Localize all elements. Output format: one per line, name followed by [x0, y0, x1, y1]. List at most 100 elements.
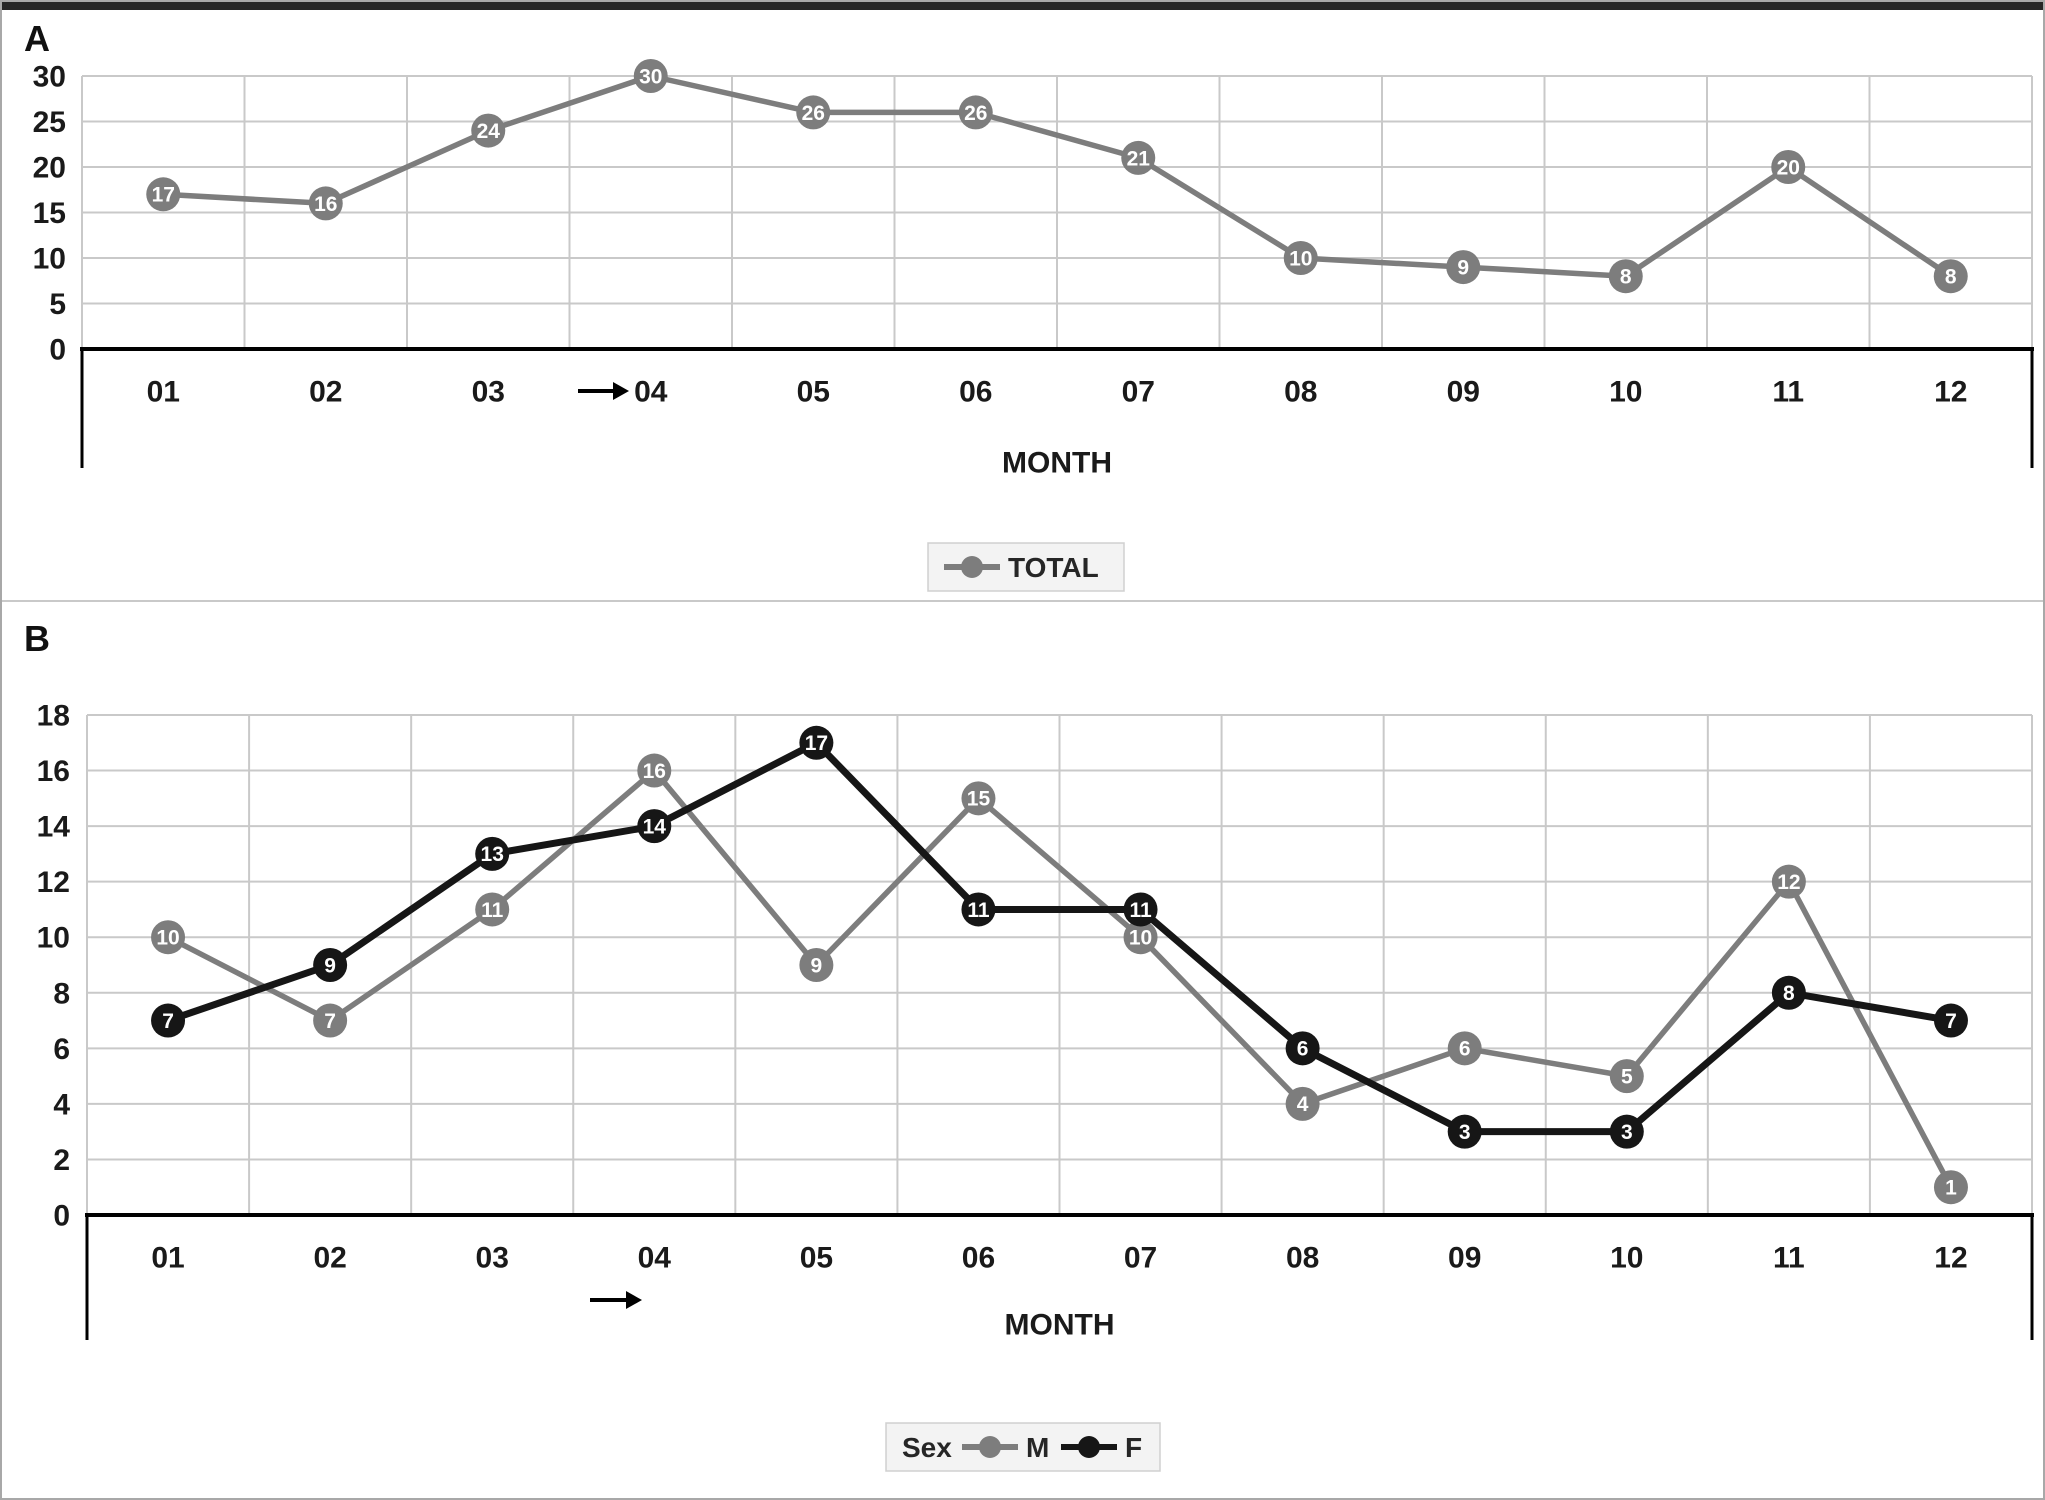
panel-a-total-chart: 0 5 10 15 20 25 30 01 02 03 04 05 06 07 08 09 10 11 12 MONT… [2, 10, 2043, 602]
data-point-label-F: 11 [1129, 899, 1152, 922]
x-axis-tick-label: 09 [1448, 1242, 1481, 1275]
arrow-annotation-head [626, 1291, 642, 1309]
data-point-label-M: 9 [811, 954, 823, 977]
data-point-marker-F [313, 948, 348, 982]
data-point-label-TOTAL: 8 [1620, 266, 1632, 289]
data-point-label-M: 10 [1129, 927, 1152, 950]
data-point-label-F: 6 [1297, 1038, 1309, 1061]
x-axis-tick-label: 08 [1286, 1242, 1319, 1275]
data-point-marker-TOTAL [1933, 259, 1968, 294]
series-line-F [164, 739, 1955, 1136]
y-axis-tick-label: 14 [37, 811, 71, 844]
data-point-label-M: 1 [1945, 1177, 1957, 1200]
data-point-marker-M [961, 781, 996, 816]
y-axis-tick-label: 8 [53, 977, 70, 1010]
x-axis-tick-label: 11 [1773, 1242, 1805, 1275]
data-point-marker-M [1123, 920, 1158, 955]
data-point-marker-F [1609, 1114, 1644, 1149]
y-axis-tick-label: 2 [53, 1144, 70, 1177]
data-point-marker-M [1285, 1086, 1320, 1121]
data-point-label-TOTAL: 16 [314, 193, 337, 216]
y-axis-tick-label: 18 [37, 700, 70, 733]
data-point-label-M: 12 [1777, 871, 1800, 894]
x-axis-tick-label: 04 [638, 1242, 672, 1275]
data-point-label-TOTAL: 21 [1127, 147, 1151, 170]
data-point-marker-F [799, 725, 834, 760]
data-point-marker-M [1447, 1031, 1482, 1066]
data-point-marker-F [1285, 1031, 1320, 1066]
data-point-marker-F [475, 836, 510, 871]
x-axis-tick-label: 03 [476, 1242, 509, 1275]
data-point-label-F: 14 [643, 815, 667, 838]
legend-item-label-M: M [1026, 1432, 1049, 1463]
data-point-label-TOTAL: 10 [1289, 247, 1312, 270]
data-point-label-TOTAL: 26 [802, 102, 825, 125]
x-axis-title: MONTH [1002, 447, 1112, 480]
data-point-label-F: 7 [162, 1010, 174, 1033]
data-point-label-M: 16 [643, 760, 666, 783]
data-point-label-TOTAL: 17 [152, 184, 175, 207]
panel-b-label: B [24, 618, 50, 659]
x-axis-tick-label: 12 [1934, 376, 1967, 409]
data-point-marker-F [637, 809, 672, 844]
data-point-marker-TOTAL [1121, 140, 1156, 175]
data-point-marker-F [1447, 1114, 1482, 1149]
x-axis-tick-label: 01 [151, 1242, 184, 1275]
legend-marker-circle-TOTAL [961, 556, 983, 578]
data-point-marker-M [1771, 864, 1806, 899]
x-axis-tick-label: 12 [1934, 1242, 1967, 1275]
legend-marker-circle-F [1078, 1436, 1100, 1458]
x-axis-tick-label: 04 [634, 376, 668, 409]
data-point-label-F: 3 [1459, 1121, 1471, 1144]
x-axis-tick-label: 06 [959, 376, 992, 409]
x-axis-tick-label: 09 [1447, 376, 1480, 409]
series-line-M [165, 767, 1954, 1190]
data-point-label-TOTAL: 8 [1945, 266, 1957, 289]
data-point-marker-M [1933, 1170, 1968, 1205]
data-point-label-F: 13 [481, 843, 504, 866]
data-point-label-F: 9 [324, 954, 336, 977]
data-point-label-TOTAL: 30 [639, 65, 662, 88]
data-point-label-M: 15 [967, 788, 991, 811]
data-point-marker-M [475, 892, 510, 927]
data-point-label-M: 6 [1459, 1038, 1471, 1061]
y-axis-tick-label: 20 [33, 152, 66, 185]
y-axis-tick-label: 15 [33, 197, 66, 230]
data-point-label-M: 7 [324, 1010, 336, 1033]
legend-item-label-F: F [1125, 1432, 1142, 1463]
data-point-label-TOTAL: 24 [477, 120, 501, 143]
data-point-marker-TOTAL [1283, 241, 1318, 275]
data-point-marker-M [799, 948, 834, 982]
series-line-TOTAL [160, 73, 1954, 279]
data-point-marker-TOTAL [146, 177, 181, 212]
data-point-marker-TOTAL [796, 95, 831, 130]
data-point-label-M: 10 [156, 927, 179, 950]
data-point-marker-M [637, 753, 672, 788]
data-point-marker-TOTAL [471, 113, 506, 148]
legend-title: Sex [902, 1432, 952, 1463]
y-axis-tick-label: 0 [53, 1200, 70, 1233]
y-axis-tick-label: 30 [33, 61, 66, 94]
x-axis-title: MONTH [1005, 1309, 1115, 1342]
data-point-marker-F [151, 1003, 186, 1038]
data-point-marker-TOTAL [308, 186, 343, 221]
legend-marker-circle-M [979, 1436, 1001, 1458]
data-point-marker-M [313, 1003, 348, 1038]
data-point-label-F: 7 [1945, 1010, 1957, 1033]
arrow-annotation-head [613, 382, 629, 400]
y-axis-tick-label: 12 [37, 866, 70, 899]
y-axis-tick-label: 10 [33, 243, 66, 276]
data-point-marker-TOTAL [958, 95, 993, 130]
x-axis-tick-label: 11 [1772, 376, 1804, 409]
data-point-marker-F [1771, 975, 1806, 1010]
data-point-marker-M [1609, 1059, 1644, 1094]
y-axis-tick-label: 10 [37, 922, 70, 955]
data-point-label-TOTAL: 26 [964, 102, 987, 125]
data-point-marker-TOTAL [1446, 250, 1481, 285]
data-point-label-M: 4 [1297, 1093, 1309, 1116]
y-axis-tick-label: 5 [49, 288, 66, 321]
x-axis-tick-label: 10 [1610, 1242, 1643, 1275]
data-point-label-M: 5 [1621, 1065, 1633, 1088]
